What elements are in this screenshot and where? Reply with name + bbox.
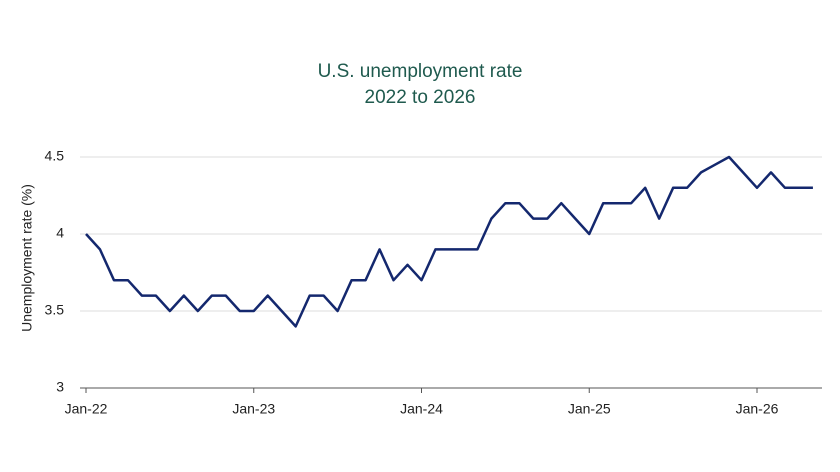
x-tick-label: Jan-24	[400, 401, 443, 417]
x-tick-label: Jan-23	[232, 401, 275, 417]
x-tick-label: Jan-22	[65, 401, 108, 417]
y-tick-label: 4.5	[45, 148, 65, 164]
x-tick-label: Jan-25	[568, 401, 611, 417]
line	[85, 155, 813, 328]
y-tick-label: 3	[56, 379, 64, 395]
chart-title: U.S. unemployment rate	[318, 61, 523, 82]
y-axis-label: Unemployment rate (%)	[19, 184, 35, 332]
x-tick-label: Jan-26	[736, 401, 779, 417]
y-tick-label: 3.5	[45, 302, 65, 318]
chart-subtitle: 2022 to 2026	[365, 87, 476, 108]
y-tick-label: 4	[56, 225, 64, 241]
